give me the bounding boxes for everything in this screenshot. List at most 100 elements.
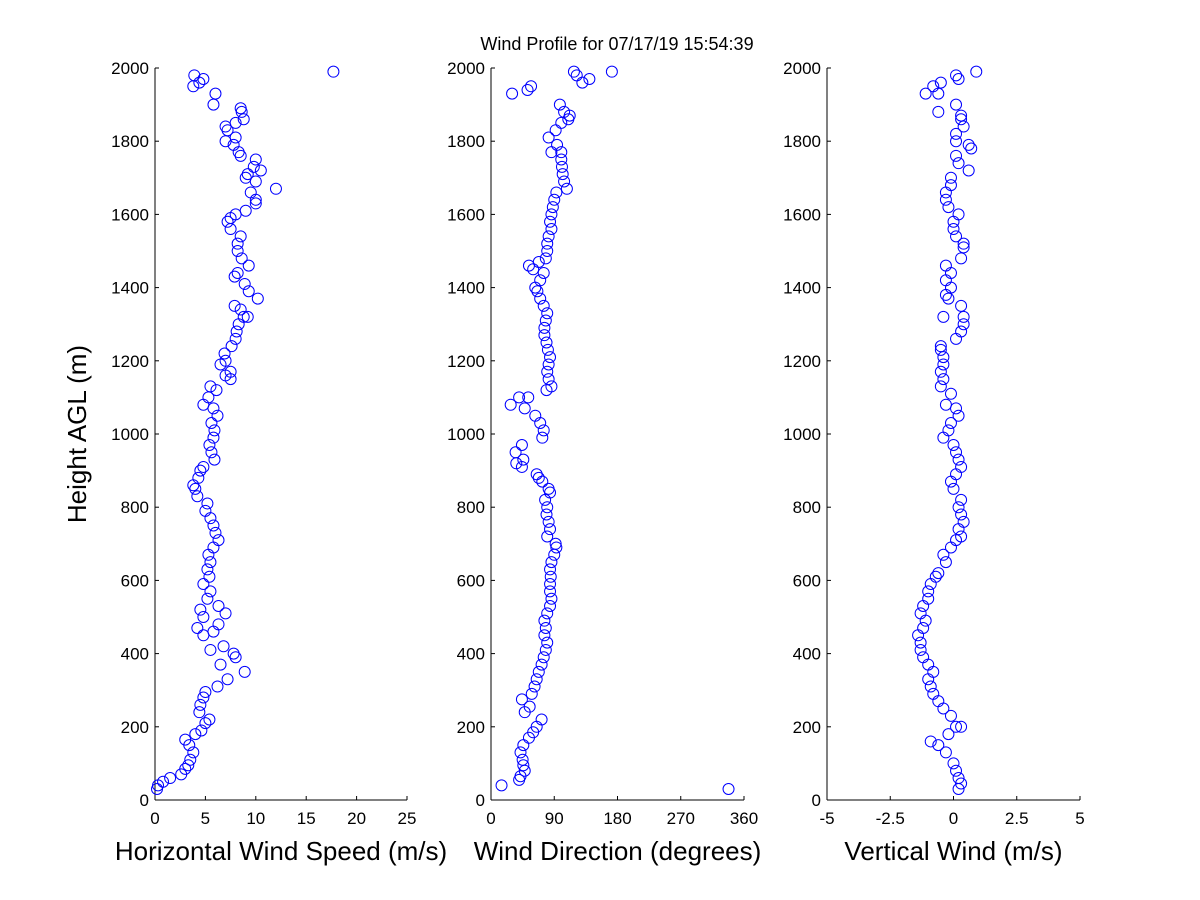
data-point [237, 310, 250, 323]
data-point [932, 695, 945, 708]
x-tick-label: 5 [1075, 809, 1084, 828]
data-point [219, 354, 232, 367]
data-point [950, 230, 963, 243]
data-point [197, 460, 210, 473]
data-point [560, 182, 573, 195]
x-tick-label: 180 [603, 809, 631, 828]
data-point [549, 537, 562, 550]
data-point [231, 266, 244, 279]
data-point [536, 431, 549, 444]
data-point [541, 237, 554, 250]
data-point [952, 501, 965, 514]
y-tick-label: 1800 [447, 132, 485, 151]
data-point [231, 237, 244, 250]
data-point [583, 72, 596, 85]
y-tick-label: 1600 [111, 205, 149, 224]
data-point [929, 570, 942, 583]
x-tick-label: 0 [150, 809, 159, 828]
data-point [157, 775, 170, 788]
data-point [249, 197, 262, 210]
data-point [201, 592, 214, 605]
data-point [965, 142, 978, 155]
data-point [544, 585, 557, 598]
series-points [495, 65, 735, 796]
data-point [944, 281, 957, 294]
series-points [151, 65, 340, 796]
data-point [544, 563, 557, 576]
data-point [151, 783, 164, 796]
data-point [202, 548, 215, 561]
data-point [244, 186, 257, 199]
data-point [939, 186, 952, 199]
data-point [210, 384, 223, 397]
data-point [952, 208, 965, 221]
data-point [228, 299, 241, 312]
data-point [942, 424, 955, 437]
data-point [932, 105, 945, 118]
panel-1: 0 200 400 600 800 1000 1200 1400 1600 1800 2000 0 5 1… [62, 59, 447, 866]
data-point [193, 706, 206, 719]
data-point [525, 687, 538, 700]
data-point [914, 643, 927, 656]
data-point [950, 764, 963, 777]
data-point [939, 556, 952, 569]
data-point [232, 318, 245, 331]
data-point [545, 556, 558, 569]
data-point [957, 310, 970, 323]
data-point [922, 592, 935, 605]
data-point [194, 603, 207, 616]
data-point [525, 80, 538, 93]
data-point [539, 493, 552, 506]
data-point [924, 680, 937, 693]
data-point [518, 402, 531, 415]
data-point [239, 204, 252, 217]
data-point [254, 164, 267, 177]
data-point [241, 168, 254, 181]
data-point [194, 698, 207, 711]
data-point [208, 424, 221, 437]
data-point [231, 245, 244, 257]
data-point [917, 621, 930, 634]
data-point [556, 168, 569, 181]
data-point [932, 567, 945, 580]
data-point [939, 274, 952, 287]
data-point [232, 146, 245, 159]
x-tick-label: -5 [819, 809, 834, 828]
data-point [234, 102, 247, 115]
data-point [947, 223, 960, 236]
data-point [517, 739, 530, 752]
data-point [947, 438, 960, 451]
data-point [544, 351, 557, 364]
y-tick-label: 1000 [447, 425, 485, 444]
x-tick-label: -2.5 [876, 809, 905, 828]
data-point [209, 87, 222, 100]
data-point [212, 600, 225, 613]
data-point [532, 255, 545, 268]
data-point [195, 724, 208, 737]
data-point [537, 266, 550, 279]
y-tick-label: 600 [121, 571, 149, 590]
data-point [541, 343, 554, 356]
data-point [939, 193, 952, 206]
data-point [204, 556, 217, 569]
data-point [932, 739, 945, 752]
data-point [962, 138, 975, 151]
data-point [504, 398, 517, 411]
data-point [247, 160, 260, 173]
data-point [542, 230, 555, 243]
data-point [957, 120, 970, 133]
data-point [534, 274, 547, 287]
data-point [197, 691, 210, 704]
data-point [550, 541, 563, 554]
data-point [187, 80, 200, 93]
data-point [514, 746, 527, 759]
data-point [939, 398, 952, 411]
data-point [558, 175, 571, 188]
data-point [535, 658, 548, 671]
data-point [917, 600, 930, 613]
data-point [539, 643, 552, 656]
data-point [553, 98, 566, 111]
data-point [570, 69, 583, 82]
data-point [927, 80, 940, 93]
